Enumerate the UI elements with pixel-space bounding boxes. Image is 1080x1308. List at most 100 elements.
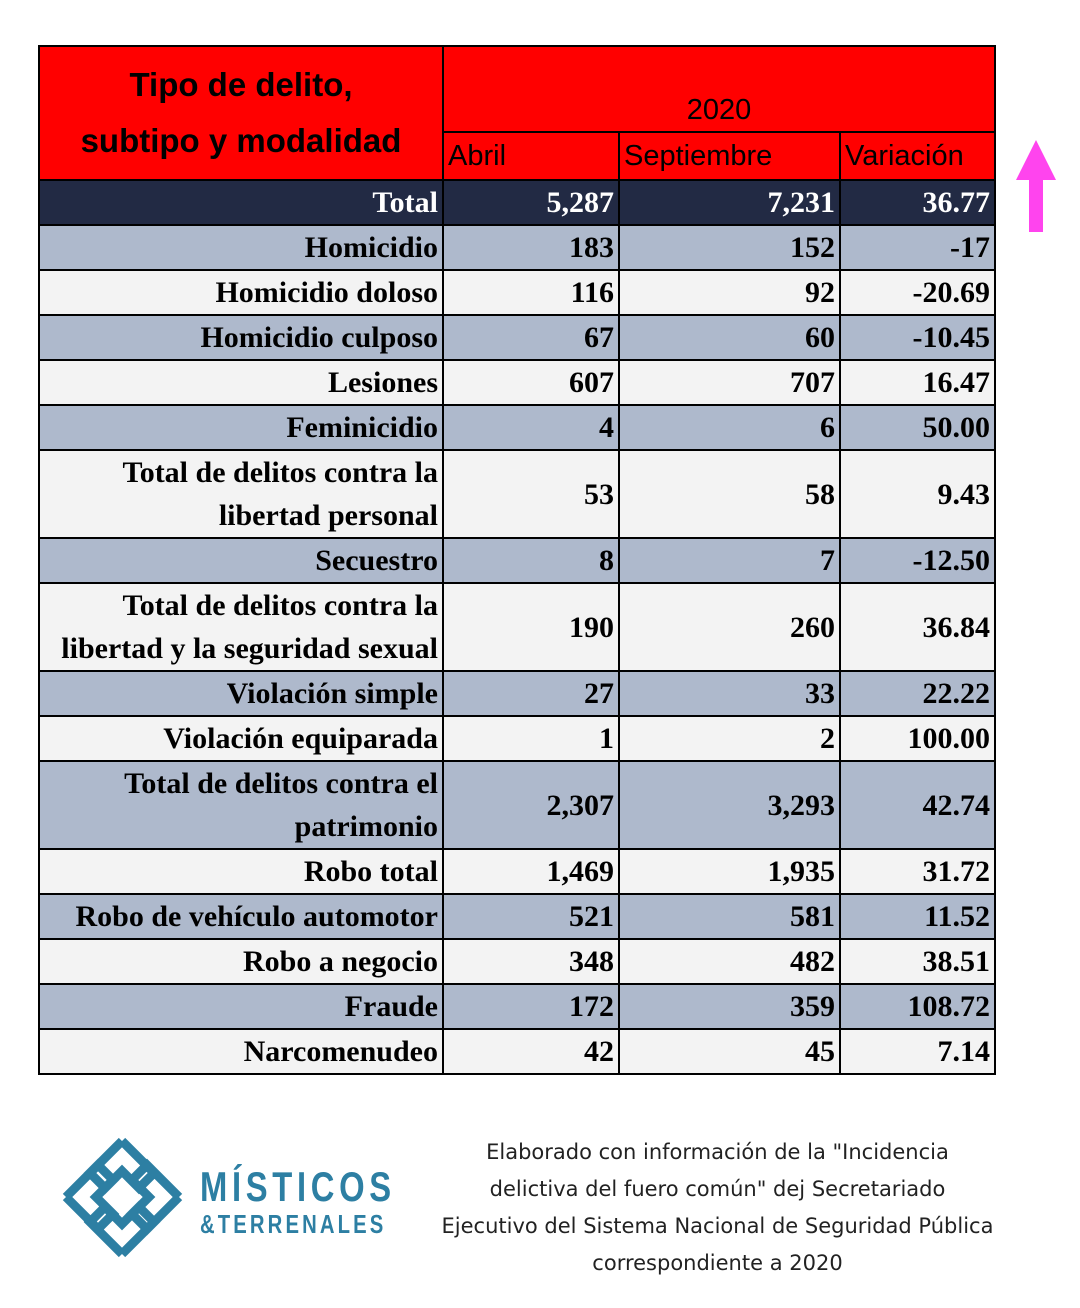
cell-variacion: 16.47 bbox=[839, 359, 996, 406]
cell-crime-type: Robo a negocio bbox=[38, 938, 444, 985]
cell-abril: 1,469 bbox=[442, 848, 620, 895]
column-header-septiembre: Septiembre bbox=[618, 131, 841, 181]
cell-abril: 172 bbox=[442, 983, 620, 1030]
logo-mark-icon bbox=[62, 1137, 183, 1258]
table-row: Homicidio culposo 67 60 -10.45 bbox=[38, 314, 996, 361]
cell-variacion: -20.69 bbox=[839, 269, 996, 316]
cell-crime-type: Homicidio culposo bbox=[38, 314, 444, 361]
table-row: Total de delitos contra la libertad pers… bbox=[38, 449, 996, 539]
cell-septiembre: 3,293 bbox=[618, 760, 841, 850]
misticos-terrenales-logo: MÍSTICOS &TERRENALES bbox=[60, 1135, 405, 1260]
cell-abril: 190 bbox=[442, 582, 620, 672]
cell-variacion: 108.72 bbox=[839, 983, 996, 1030]
cell-abril: 53 bbox=[442, 449, 620, 539]
cell-septiembre: 1,935 bbox=[618, 848, 841, 895]
cell-septiembre: 482 bbox=[618, 938, 841, 985]
cell-crime-type: Total de delitos contra la libertad y la… bbox=[38, 582, 444, 672]
cell-septiembre: 45 bbox=[618, 1028, 841, 1075]
table-row: Secuestro 8 7 -12.50 bbox=[38, 537, 996, 584]
cell-abril: 348 bbox=[442, 938, 620, 985]
header-title-line1: Tipo de delito, bbox=[129, 66, 353, 103]
table-row: Fraude 172 359 108.72 bbox=[38, 983, 996, 1030]
cell-abril: 183 bbox=[442, 224, 620, 271]
cell-abril: 5,287 bbox=[442, 179, 620, 226]
cell-crime-type: Secuestro bbox=[38, 537, 444, 584]
cell-septiembre: 581 bbox=[618, 893, 841, 940]
cell-crime-type: Total bbox=[38, 179, 444, 226]
cell-abril: 1 bbox=[442, 715, 620, 762]
cell-variacion: 9.43 bbox=[839, 449, 996, 539]
cell-septiembre: 60 bbox=[618, 314, 841, 361]
table-row: Homicidio 183 152 -17 bbox=[38, 224, 996, 271]
cell-variacion: 31.72 bbox=[839, 848, 996, 895]
table-row: Lesiones 607 707 16.47 bbox=[38, 359, 996, 406]
logo-text-misticos: MÍSTICOS bbox=[200, 1163, 396, 1210]
cell-crime-type: Total de delitos contra la libertad pers… bbox=[38, 449, 444, 539]
table-row: Violación simple 27 33 22.22 bbox=[38, 670, 996, 717]
source-note: Elaborado con información de la "Inciden… bbox=[441, 1140, 994, 1275]
cell-variacion: -17 bbox=[839, 224, 996, 271]
cell-abril: 8 bbox=[442, 537, 620, 584]
cell-variacion: 36.84 bbox=[839, 582, 996, 672]
cell-septiembre: 359 bbox=[618, 983, 841, 1030]
crime-statistics-table: Tipo de delito, subtipo y modalidad 2020… bbox=[38, 45, 996, 1075]
cell-crime-type: Robo de vehículo automotor bbox=[38, 893, 444, 940]
cell-septiembre: 6 bbox=[618, 404, 841, 451]
cell-abril: 42 bbox=[442, 1028, 620, 1075]
cell-septiembre: 2 bbox=[618, 715, 841, 762]
cell-septiembre: 260 bbox=[618, 582, 841, 672]
cell-septiembre: 92 bbox=[618, 269, 841, 316]
cell-septiembre: 707 bbox=[618, 359, 841, 406]
logo-text-terrenales: &TERRENALES bbox=[200, 1209, 387, 1239]
table-row: Robo a negocio 348 482 38.51 bbox=[38, 938, 996, 985]
cell-crime-type: Total de delitos contra el patrimonio bbox=[38, 760, 444, 850]
cell-crime-type: Narcomenudeo bbox=[38, 1028, 444, 1075]
cell-septiembre: 33 bbox=[618, 670, 841, 717]
cell-abril: 4 bbox=[442, 404, 620, 451]
cell-variacion: 7.14 bbox=[839, 1028, 996, 1075]
cell-abril: 67 bbox=[442, 314, 620, 361]
cell-variacion: -12.50 bbox=[839, 537, 996, 584]
header-title-line2: subtipo y modalidad bbox=[80, 122, 402, 159]
cell-crime-type: Fraude bbox=[38, 983, 444, 1030]
table-row: Violación equiparada 1 2 100.00 bbox=[38, 715, 996, 762]
cell-variacion: 100.00 bbox=[839, 715, 996, 762]
table-row: Robo total 1,469 1,935 31.72 bbox=[38, 848, 996, 895]
column-header-abril: Abril bbox=[442, 131, 620, 181]
cell-crime-type: Lesiones bbox=[38, 359, 444, 406]
cell-septiembre: 7,231 bbox=[618, 179, 841, 226]
header-year: 2020 bbox=[442, 45, 996, 133]
cell-variacion: 38.51 bbox=[839, 938, 996, 985]
cell-crime-type: Homicidio doloso bbox=[38, 269, 444, 316]
cell-septiembre: 58 bbox=[618, 449, 841, 539]
cell-variacion: -10.45 bbox=[839, 314, 996, 361]
table-row: Homicidio doloso 116 92 -20.69 bbox=[38, 269, 996, 316]
table-body: Total 5,287 7,231 36.77 Homicidio 183 152 -17 Ho… bbox=[38, 179, 996, 1075]
cell-crime-type: Homicidio bbox=[38, 224, 444, 271]
cell-crime-type: Feminicidio bbox=[38, 404, 444, 451]
table-row: Feminicidio 4 6 50.00 bbox=[38, 404, 996, 451]
up-arrow-icon bbox=[1016, 140, 1056, 232]
column-header-type: Tipo de delito, subtipo y modalidad bbox=[38, 45, 444, 181]
cell-variacion: 50.00 bbox=[839, 404, 996, 451]
cell-abril: 27 bbox=[442, 670, 620, 717]
cell-abril: 607 bbox=[442, 359, 620, 406]
cell-variacion: 22.22 bbox=[839, 670, 996, 717]
cell-septiembre: 7 bbox=[618, 537, 841, 584]
table-row: Narcomenudeo 42 45 7.14 bbox=[38, 1028, 996, 1075]
table-row: Total de delitos contra el patrimonio 2,3… bbox=[38, 760, 996, 850]
table-row: Total de delitos contra la libertad y la… bbox=[38, 582, 996, 672]
cell-crime-type: Robo total bbox=[38, 848, 444, 895]
column-header-variacion: Variación bbox=[839, 131, 996, 181]
cell-variacion: 36.77 bbox=[839, 179, 996, 226]
table-row: Robo de vehículo automotor 521 581 11.52 bbox=[38, 893, 996, 940]
cell-abril: 116 bbox=[442, 269, 620, 316]
cell-variacion: 42.74 bbox=[839, 760, 996, 850]
cell-crime-type: Violación equiparada bbox=[38, 715, 444, 762]
table-row: Total 5,287 7,231 36.77 bbox=[38, 179, 996, 226]
cell-variacion: 11.52 bbox=[839, 893, 996, 940]
cell-abril: 2,307 bbox=[442, 760, 620, 850]
cell-crime-type: Violación simple bbox=[38, 670, 444, 717]
cell-abril: 521 bbox=[442, 893, 620, 940]
cell-septiembre: 152 bbox=[618, 224, 841, 271]
